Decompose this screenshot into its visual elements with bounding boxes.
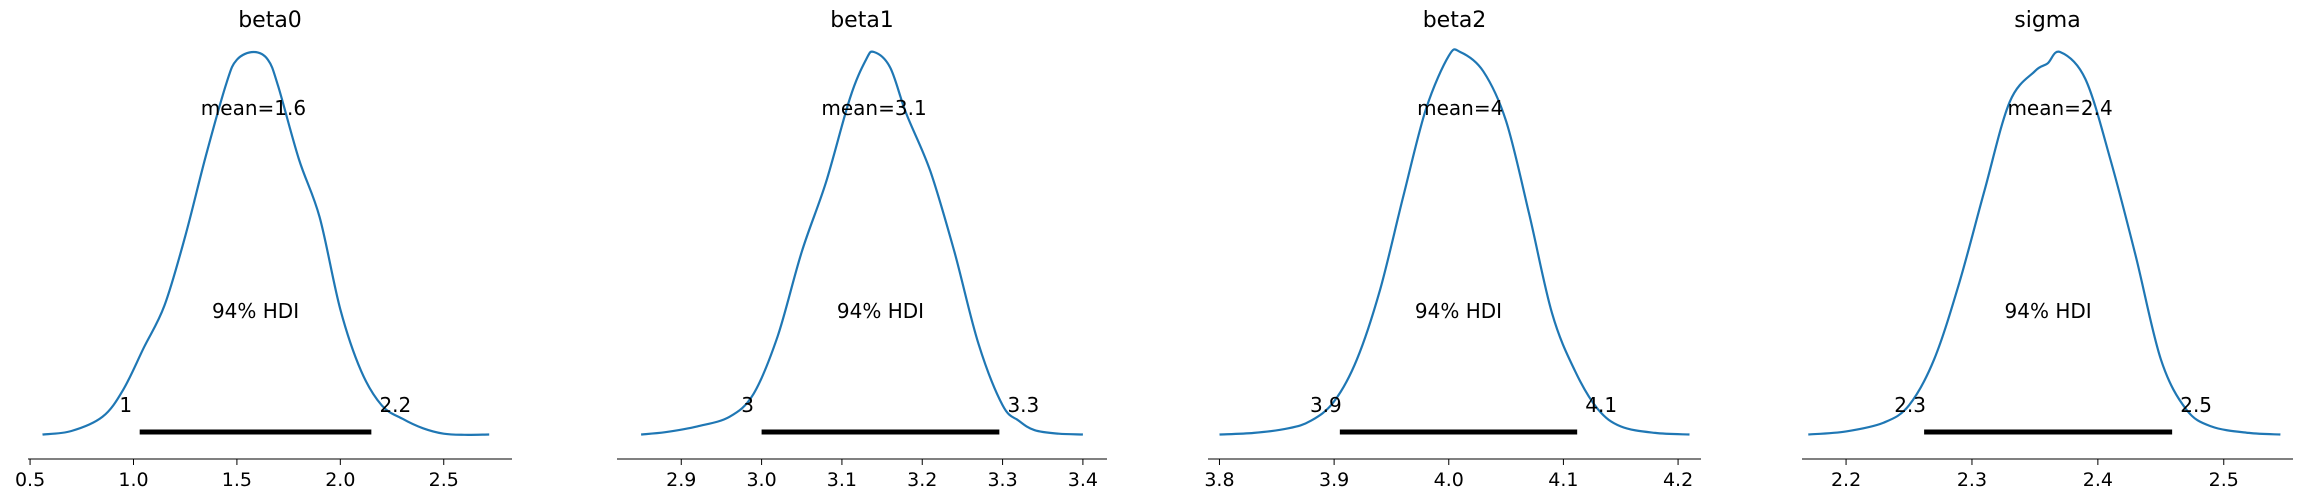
panel-title: beta0: [238, 8, 302, 33]
panel-beta0: beta0 mean=1.6 94% HDI 1 2.2 0.5 1.0 1.5 2.0 2.5: [15, 8, 512, 491]
hdi-label: 94% HDI: [212, 299, 299, 323]
x-tick-label: 0.5: [15, 469, 45, 491]
hdi-high-label: 3.3: [1007, 393, 1039, 417]
hdi-low-label: 1: [119, 393, 132, 417]
x-tick-label: 2.5: [429, 469, 459, 491]
panel-title: beta2: [1423, 8, 1487, 33]
panel-title: sigma: [2014, 8, 2080, 33]
density-curve: [42, 50, 490, 436]
x-tick-label: 2.4: [2083, 469, 2113, 491]
panel-title: beta1: [830, 8, 894, 33]
x-tick-label: 3.8: [1204, 469, 1234, 491]
x-tick-label: 3.9: [1319, 469, 1349, 491]
x-tick-label: 2.2: [1831, 469, 1861, 491]
density-curve: [1808, 50, 2281, 436]
x-tick-label: 4.0: [1434, 469, 1464, 491]
x-tick-label: 1.0: [118, 469, 148, 491]
x-tick-label: 3.1: [827, 469, 857, 491]
x-tick-label: 2.9: [666, 469, 696, 491]
hdi-high-label: 2.5: [2180, 393, 2212, 417]
x-tick-label: 2.3: [1957, 469, 1987, 491]
hdi-high-label: 4.1: [1585, 393, 1617, 417]
hdi-low-label: 3: [741, 393, 754, 417]
x-tick-label: 2.0: [325, 469, 355, 491]
panel-beta1: beta1 mean=3.1 94% HDI 3 3.3 2.9 3.0 3.1 3.2 3.3 3…: [617, 8, 1107, 491]
hdi-low-label: 3.9: [1310, 393, 1342, 417]
x-tick-label: 3.4: [1068, 469, 1098, 491]
x-tick-label: 4.1: [1548, 469, 1578, 491]
mean-label: mean=2.4: [2007, 96, 2112, 120]
hdi-label: 94% HDI: [837, 299, 924, 323]
x-tick-label: 3.0: [746, 469, 776, 491]
x-tick-label: 3.2: [907, 469, 937, 491]
panel-beta2: beta2 mean=4 94% HDI 3.9 4.1 3.8 3.9 4.0 4.1 4.2: [1204, 8, 1701, 491]
panel-sigma: sigma mean=2.4 94% HDI 2.3 2.5 2.2 2.3 2.4 2.5: [1802, 8, 2293, 491]
x-tick-label: 2.5: [2209, 469, 2239, 491]
x-tick-label: 4.2: [1663, 469, 1693, 491]
hdi-low-label: 2.3: [1894, 393, 1926, 417]
density-curve: [640, 50, 1083, 436]
x-tick-label: 3.3: [987, 469, 1017, 491]
density-curve: [1219, 48, 1690, 436]
mean-label: mean=1.6: [201, 96, 306, 120]
x-tick-label: 1.5: [222, 469, 252, 491]
hdi-label: 94% HDI: [1415, 299, 1502, 323]
hdi-label: 94% HDI: [2005, 299, 2092, 323]
mean-label: mean=3.1: [821, 96, 926, 120]
hdi-high-label: 2.2: [379, 393, 411, 417]
mean-label: mean=4: [1417, 96, 1503, 120]
